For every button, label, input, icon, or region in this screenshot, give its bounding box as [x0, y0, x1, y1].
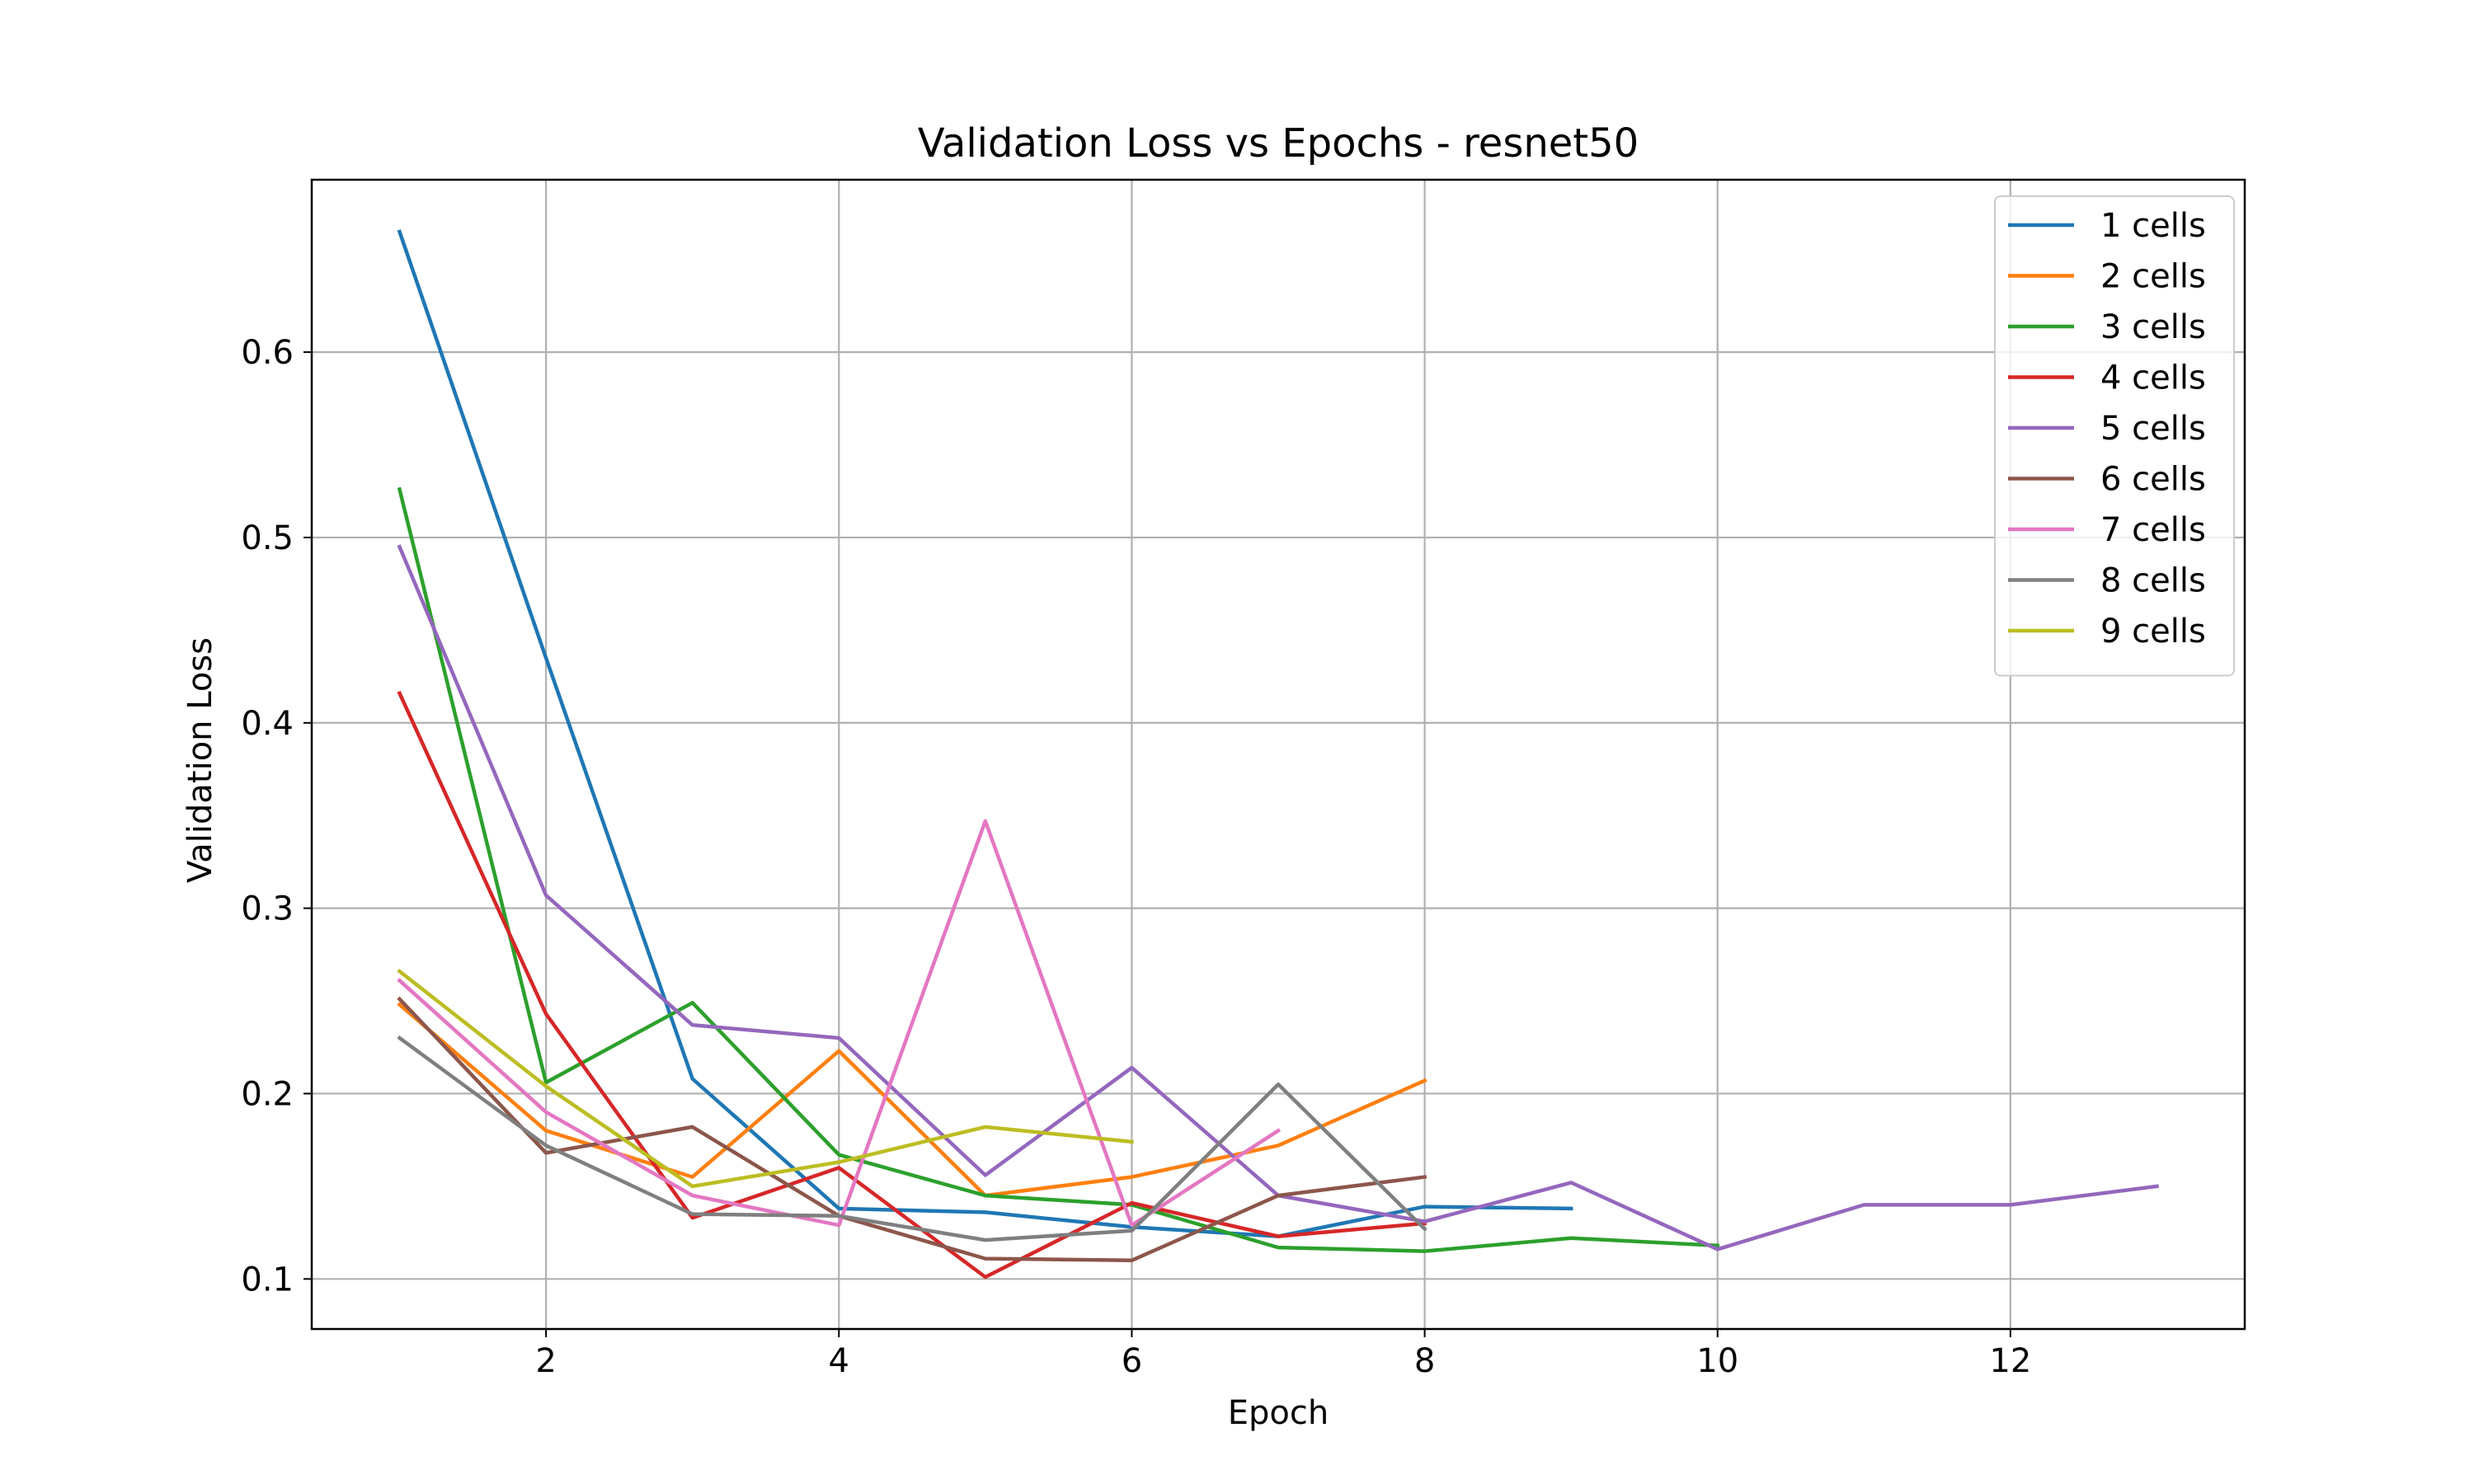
y-tick-label: 0.4: [241, 705, 294, 743]
legend-label: 2 cells: [2100, 258, 2206, 296]
series-line-8: [397, 1035, 1427, 1242]
series-line-9: [397, 968, 1134, 1189]
legend-label: 9 cells: [2100, 613, 2206, 650]
series-lines: [397, 229, 2160, 1280]
series-line-1: [397, 229, 1573, 1238]
x-tick-label: 2: [535, 1342, 556, 1380]
x-axis-label: Epoch: [1228, 1394, 1329, 1432]
legend-label: 5 cells: [2100, 410, 2206, 448]
x-tick-label: 12: [1989, 1342, 2031, 1380]
y-tick-label: 0.6: [241, 334, 294, 372]
x-tick-label: 10: [1696, 1342, 1738, 1380]
y-tick-label: 0.5: [241, 519, 294, 557]
series-line-4: [397, 690, 1427, 1280]
legend-box: [1994, 195, 2235, 677]
series-line-7: [397, 819, 1282, 1228]
series-line-2: [397, 1002, 1427, 1198]
legend-label: 8 cells: [2100, 562, 2206, 600]
y-axis-label: Validation Loss: [181, 637, 219, 883]
series-line-3: [397, 486, 1720, 1253]
y-tick-label: 0.3: [241, 890, 294, 928]
x-tick-label: 6: [1122, 1342, 1142, 1380]
legend: 1 cells 2 cells 3 cells 4 cells 5 cells 6 cel…: [1994, 195, 2235, 677]
legend-label: 4 cells: [2100, 359, 2206, 397]
chart-title: Validation Loss vs Epochs - resnet50: [918, 120, 1639, 167]
x-tick-label: 8: [1414, 1342, 1435, 1380]
legend-label: 6 cells: [2100, 461, 2206, 499]
plot-frame: [310, 178, 2246, 1331]
axis-ticks: 2 4 6 8 10 12 0.1 0.2 0.3 0.4 0.5 0.6: [241, 334, 2031, 1380]
legend-label: 7 cells: [2100, 511, 2206, 549]
legend-label: 1 cells: [2100, 207, 2206, 245]
x-tick-label: 4: [829, 1342, 849, 1380]
y-tick-label: 0.1: [241, 1261, 294, 1298]
legend-label: 3 cells: [2100, 308, 2206, 346]
y-tick-label: 0.2: [241, 1075, 294, 1113]
series-line-6: [397, 996, 1427, 1263]
